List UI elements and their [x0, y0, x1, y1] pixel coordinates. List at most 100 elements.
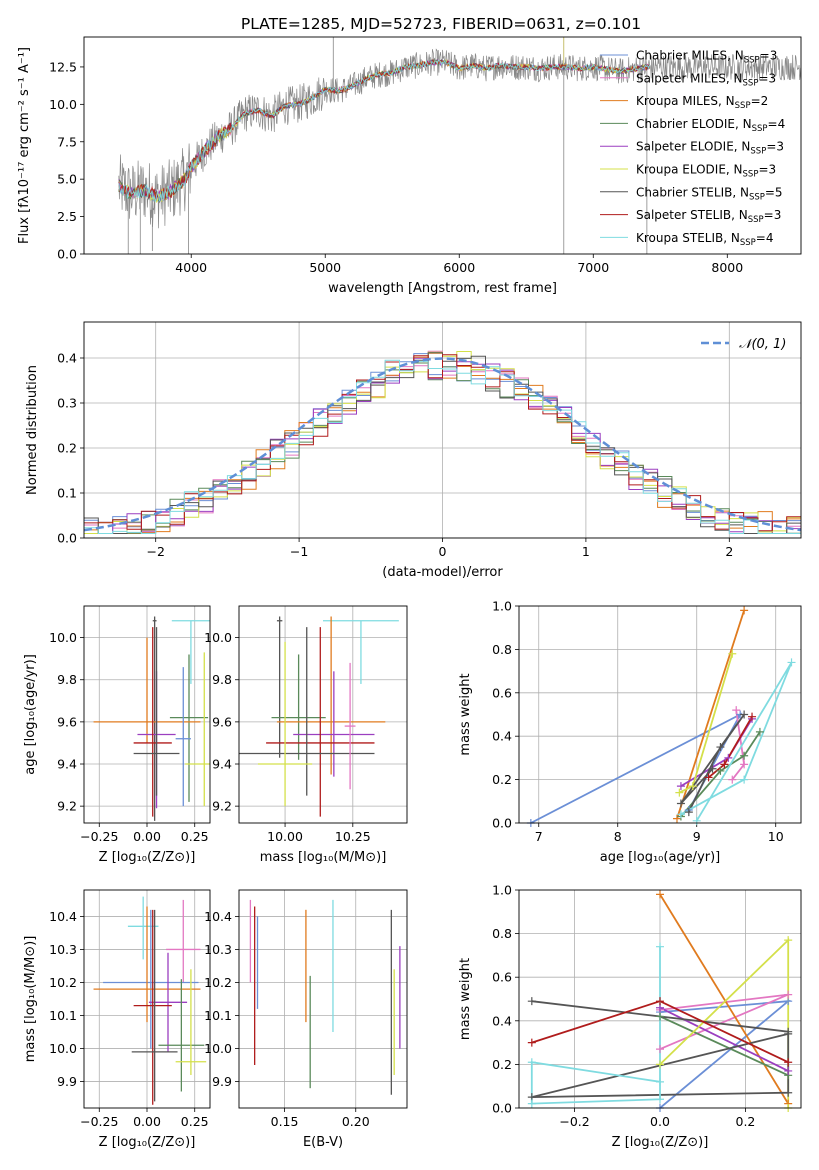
- age-weight-ytick-label: 0.0: [492, 816, 512, 831]
- spectrum-frame: [83, 36, 802, 255]
- z-weight-marker: [656, 1095, 664, 1104]
- spectrum-model-line: [118, 59, 651, 203]
- z-weight-marker: [656, 1060, 664, 1069]
- z-weight-marker: [656, 890, 664, 899]
- age-weight-ylabel: mass weight: [458, 673, 473, 755]
- z-age-chart: −0.25 0.00 0.25 9.2 9.4 9.6 9.8 10.0 Z [log₁₀(Z/…: [23, 605, 211, 865]
- age-weight-marker: [676, 799, 685, 808]
- spectrum-ytick-label: 12.5: [49, 59, 77, 74]
- ebv-mass-ytick-label: 10.0: [204, 1041, 232, 1056]
- spectrum-data-line: [118, 48, 801, 229]
- residuals-ytick-label: 0.4: [57, 351, 77, 366]
- spectrum-legend-label: Salpeter MILES, NSSP=3: [636, 71, 776, 88]
- ebv-mass-xtick-label: 0.20: [342, 1114, 370, 1129]
- z-weight-xtick-label: 0.0: [650, 1114, 670, 1129]
- z-weight-series-line: [659, 893, 789, 1105]
- residuals-xtick-label: −2: [146, 544, 164, 559]
- age-weight-marker: [740, 775, 749, 784]
- spectrum-model-line: [118, 58, 650, 201]
- age-weight-plot-area: [519, 606, 801, 823]
- mass-age-ytick-label: 10.0: [204, 630, 232, 645]
- age-weight-marker: [787, 658, 796, 667]
- spectrum-legend-label: Chabrier MILES, NSSP=3: [636, 49, 777, 66]
- z-age-ylabel: age [log₁₀(age/yr)]: [23, 654, 38, 775]
- age-weight-series-line: [680, 731, 761, 818]
- age-weight-chart: 7 8 9 10 0.0 0.2 0.4 0.6 0.8 1.0 age [log₁₀(age/yr…: [458, 599, 802, 865]
- residuals-xtick-label: −1: [290, 544, 308, 559]
- z-weight-marker: [784, 936, 793, 945]
- z-mass-ytick-label: 10.3: [49, 942, 77, 957]
- z-age-ytick-label: 9.2: [57, 799, 77, 814]
- age-weight-marker: [708, 764, 717, 773]
- residuals-gaussian-curve: [84, 357, 801, 532]
- z-weight-marker: [784, 990, 793, 999]
- age-weight-marker: [716, 743, 725, 752]
- spectrum-legend-label: Chabrier ELODIE, NSSP=4: [636, 117, 785, 134]
- ebv-mass-xtick-label: 0.15: [271, 1114, 299, 1129]
- z-mass-xtick-label: 0.00: [133, 1114, 161, 1129]
- spectrum-xlabel: wavelength [Angstrom, rest frame]: [328, 281, 557, 296]
- residuals-xtick-label: 1: [582, 544, 590, 559]
- z-mass-ytick-label: 10.0: [49, 1041, 77, 1056]
- spectrum-ytick-label: 2.5: [57, 209, 77, 224]
- ebv-mass-ytick-label: 9.9: [212, 1074, 232, 1089]
- age-weight-ytick-label: 1.0: [492, 599, 512, 614]
- z-weight-xtick-label: 0.2: [736, 1114, 756, 1129]
- z-weight-chart: −0.2 0.0 0.2 0.0 0.2 0.4 0.6 0.8 1.0 Z [log₁₀(Z/Z…: [458, 883, 802, 1150]
- z-weight-marker: [656, 997, 664, 1006]
- ebv-mass-ytick-label: 10.2: [204, 975, 232, 990]
- age-weight-marker: [748, 712, 757, 721]
- z-weight-ytick-label: 0.8: [492, 926, 512, 941]
- z-mass-ytick-label: 10.1: [49, 1008, 77, 1023]
- residuals-ytick-label: 0.1: [57, 486, 77, 501]
- z-weight-marker: [527, 1038, 536, 1047]
- spectrum-legend-label: Salpeter ELODIE, NSSP=3: [636, 140, 784, 157]
- mass-age-ytick-label: 9.4: [212, 757, 232, 772]
- age-weight-xtick-label: 8: [614, 829, 622, 844]
- z-age-xtick-label: 0.25: [181, 829, 209, 844]
- spectrum-ytick-label: 10.0: [49, 97, 77, 112]
- residuals-chart: −2 −1 0 1 2 0.0 0.1 0.2 0.3 0.4 (data-model)/error…: [25, 321, 802, 580]
- spectrum-model-line: [118, 59, 650, 202]
- spectrum-legend-label: Kroupa ELODIE, NSSP=3: [636, 163, 776, 180]
- age-weight-marker: [692, 816, 701, 825]
- spectrum-model-line: [118, 58, 651, 202]
- spectrum-xtick-label: 5000: [309, 260, 341, 275]
- ebv-mass-chart: 0.15 0.20 9.9 10.0 10.1 10.2 10.3 10.4 E(B-V): [204, 889, 408, 1150]
- residuals-xtick-label: 0: [439, 544, 447, 559]
- spectrum-model-line: [118, 58, 651, 203]
- residuals-ylabel: Normed distribution: [25, 365, 40, 495]
- z-weight-marker: [656, 1045, 664, 1054]
- z-weight-ytick-label: 0.2: [492, 1057, 512, 1072]
- z-age-xtick-label: 0.00: [133, 829, 161, 844]
- age-weight-marker: [740, 710, 749, 719]
- z-weight-ytick-label: 0.6: [492, 970, 512, 985]
- age-weight-xtick-label: 10: [768, 829, 784, 844]
- z-weight-ylabel: mass weight: [458, 958, 473, 1040]
- age-weight-ytick-label: 0.2: [492, 772, 512, 787]
- z-age-ytick-label: 9.4: [57, 757, 77, 772]
- spectrum-plot-area: [118, 37, 801, 254]
- spectrum-ytick-label: 7.5: [57, 134, 77, 149]
- mass-age-xtick-label: 10.00: [267, 829, 303, 844]
- z-mass-plot-area: [84, 890, 210, 1108]
- z-weight-marker: [656, 1077, 664, 1086]
- age-weight-marker: [732, 706, 741, 715]
- z-mass-ytick-label: 9.9: [57, 1074, 77, 1089]
- ebv-mass-ytick-label: 10.1: [204, 1008, 232, 1023]
- z-mass-chart: −0.25 0.00 0.25 9.9 10.0 10.1 10.2 10.3 10.4 Z [l…: [23, 889, 211, 1150]
- mass-age-ytick-label: 9.8: [212, 672, 232, 687]
- z-mass-ytick-label: 10.4: [49, 909, 77, 924]
- age-weight-ytick-label: 0.6: [492, 685, 512, 700]
- z-weight-marker: [527, 1099, 536, 1108]
- mass-age-xtick-label: 10.25: [335, 829, 371, 844]
- mass-age-frame: [238, 605, 408, 824]
- spectrum-legend: Chabrier MILES, NSSP=3 Salpeter MILES, NS…: [600, 49, 785, 248]
- age-weight-marker: [688, 782, 697, 791]
- z-mass-ytick-label: 10.2: [49, 975, 77, 990]
- z-weight-xtick-label: −0.2: [559, 1114, 589, 1129]
- ebv-mass-plot-area: [239, 890, 407, 1108]
- ebv-mass-frame: [238, 889, 408, 1109]
- age-weight-xlabel: age [log₁₀(age/yr)]: [600, 850, 721, 865]
- mass-age-ytick-label: 9.6: [212, 714, 232, 729]
